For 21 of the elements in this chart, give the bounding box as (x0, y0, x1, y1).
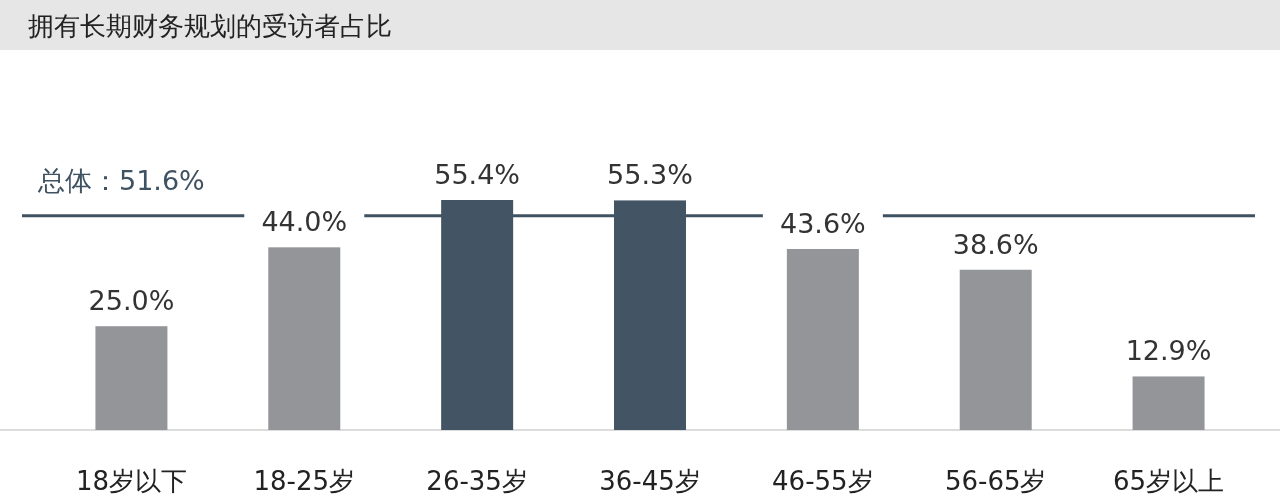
bar (959, 269, 1032, 430)
data-label: 38.6% (952, 228, 1039, 260)
bar (268, 247, 341, 430)
x-tick-label: 56-65岁 (944, 466, 1047, 496)
ref-line-label: 总体：51.6% (37, 164, 205, 196)
x-tick-label: 18岁以下 (75, 466, 187, 496)
chart-title: 拥有长期财务规划的受访者占比 (28, 11, 392, 41)
data-label: 12.9% (1125, 335, 1212, 367)
x-tick-label: 46-55岁 (772, 466, 874, 496)
x-tick-label: 65岁以上 (1113, 466, 1225, 496)
x-tick-label: 18-25岁 (253, 466, 356, 496)
bar (1132, 376, 1205, 430)
bar (95, 326, 168, 430)
data-label: 25.0% (88, 285, 175, 317)
x-tick-label: 36-45岁 (599, 466, 701, 496)
data-label: 43.6% (779, 207, 866, 239)
data-label: 44.0% (261, 206, 348, 238)
data-label: 55.4% (434, 159, 521, 190)
x-tick-label: 26-35岁 (426, 466, 528, 496)
data-label: 55.3% (607, 159, 693, 191)
bar (786, 248, 859, 430)
